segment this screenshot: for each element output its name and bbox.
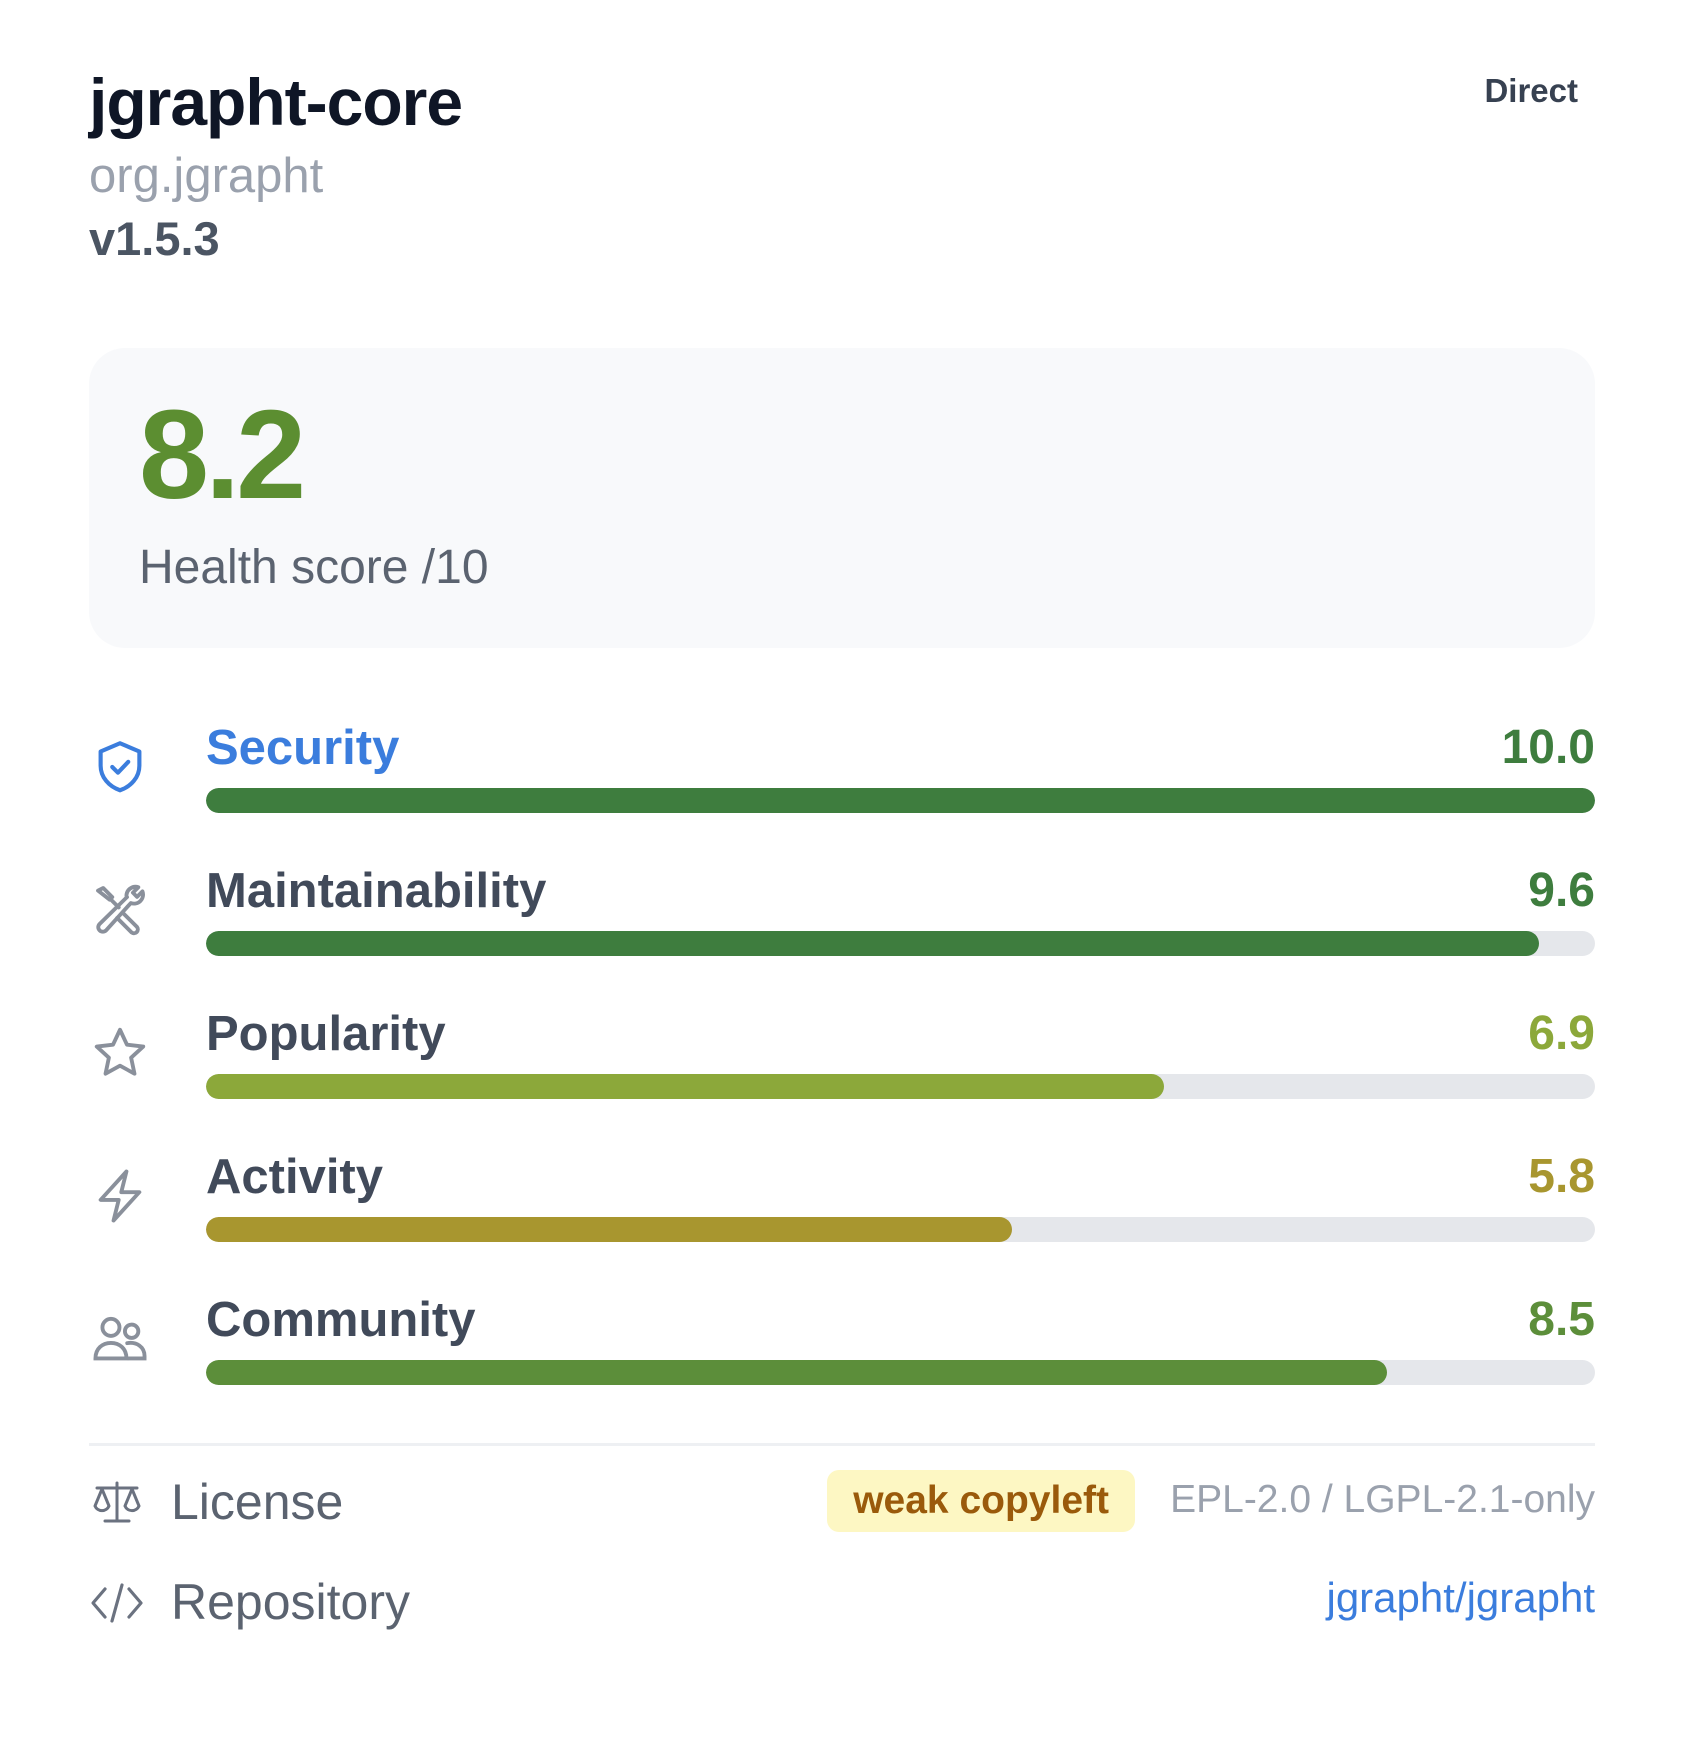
health-score-label: Health score /10 bbox=[139, 541, 489, 594]
metric-value: 10.0 bbox=[1501, 721, 1595, 774]
repository-link[interactable]: jgrapht/jgrapht bbox=[1326, 1574, 1595, 1621]
package-name: jgrapht-core bbox=[89, 65, 463, 139]
lightning-icon bbox=[89, 1165, 151, 1227]
metrics-list: Security 10.0 Maintainability 9.6 bbox=[89, 718, 1595, 1433]
package-card: jgrapht-core Direct org.jgrapht v1.5.3 8… bbox=[89, 60, 1595, 1652]
health-score-panel: 8.2 Health score /10 bbox=[89, 348, 1595, 648]
scale-icon bbox=[89, 1478, 145, 1528]
metric-label: Popularity bbox=[206, 1007, 446, 1061]
metric-bar-fill bbox=[206, 1217, 1012, 1242]
metric-label: Maintainability bbox=[206, 864, 547, 918]
metric-value: 9.6 bbox=[1528, 864, 1595, 917]
metric-activity: Activity 5.8 bbox=[89, 1147, 1595, 1290]
metric-bar-track bbox=[206, 788, 1595, 813]
star-icon bbox=[89, 1022, 151, 1084]
metric-label: Community bbox=[206, 1293, 476, 1347]
license-value: EPL-2.0 / LGPL-2.1-only bbox=[1170, 1478, 1595, 1521]
package-version: v1.5.3 bbox=[89, 212, 220, 265]
divider bbox=[89, 1443, 1595, 1446]
license-row: License weak copyleft EPL-2.0 / LGPL-2.1… bbox=[89, 1452, 1595, 1552]
health-score-value: 8.2 bbox=[139, 384, 306, 525]
metric-bar-track bbox=[206, 1074, 1595, 1099]
metric-bar-fill bbox=[206, 1360, 1387, 1385]
repository-row: Repository jgrapht/jgrapht bbox=[89, 1552, 1595, 1652]
metric-label: Activity bbox=[206, 1150, 384, 1204]
metric-popularity: Popularity 6.9 bbox=[89, 1004, 1595, 1147]
metric-bar-fill bbox=[206, 1074, 1165, 1099]
metric-community: Community 8.5 bbox=[89, 1290, 1595, 1433]
metric-value: 6.9 bbox=[1528, 1007, 1595, 1060]
code-icon bbox=[89, 1578, 145, 1628]
metric-maintainability: Maintainability 9.6 bbox=[89, 861, 1595, 1004]
metric-bar-track bbox=[206, 1360, 1595, 1385]
license-type-badge: weak copyleft bbox=[827, 1470, 1135, 1532]
license-label: License bbox=[171, 1474, 344, 1530]
package-group: org.jgrapht bbox=[89, 149, 324, 203]
users-icon bbox=[89, 1308, 151, 1370]
metric-security: Security 10.0 bbox=[89, 718, 1595, 861]
metric-bar-fill bbox=[206, 931, 1540, 956]
metric-bar-fill bbox=[206, 788, 1595, 813]
dependency-type-label: Direct bbox=[1484, 72, 1578, 109]
metric-value: 8.5 bbox=[1528, 1293, 1595, 1346]
metric-value: 5.8 bbox=[1528, 1150, 1595, 1203]
metric-label: Security bbox=[206, 721, 400, 775]
shield-check-icon bbox=[89, 736, 151, 798]
metric-bar-track bbox=[206, 931, 1595, 956]
metric-bar-track bbox=[206, 1217, 1595, 1242]
repository-label: Repository bbox=[171, 1574, 410, 1630]
wrench-screwdriver-icon bbox=[89, 879, 151, 941]
